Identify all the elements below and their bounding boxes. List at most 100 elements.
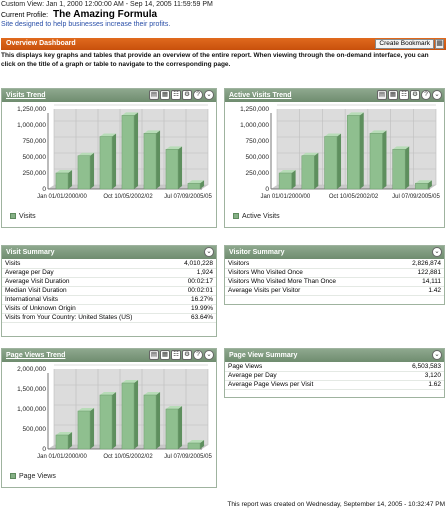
row-label: Visitors Who Visited Once: [225, 268, 393, 278]
bar-top: [165, 146, 183, 150]
bar-top: [121, 112, 139, 116]
bar-chart-icon[interactable]: ▤: [377, 90, 387, 100]
visits-trend-title[interactable]: Visits Trend: [6, 92, 46, 99]
page-views-trend-title[interactable]: Page Views Trend: [6, 352, 66, 359]
settings-icon[interactable]: ⚙: [410, 90, 420, 100]
active-visits-trend-title[interactable]: Active Visits Trend: [229, 92, 292, 99]
row-value: 3,120: [383, 371, 444, 381]
bar-side: [427, 180, 432, 189]
bar-top: [301, 152, 319, 156]
dashboard-description: This displays key graphs and tables that…: [1, 52, 429, 68]
settings-icon[interactable]: ⚙: [182, 350, 192, 360]
bar-side: [178, 406, 183, 449]
page-view-summary-panel: Page View Summary ⌄ Page Views 6,503,583 A…: [224, 348, 445, 398]
create-bookmark-button[interactable]: Create Bookmark: [375, 39, 434, 49]
row-label: Median Visit Duration: [2, 286, 172, 296]
table-row: Median Visit Duration 00:02:01: [2, 286, 216, 296]
collapse-icon[interactable]: ⌄: [432, 247, 442, 257]
y-tick-label: 1,000,000: [240, 122, 269, 129]
table-row: International Visits 16.27%: [2, 295, 216, 305]
collapse-icon[interactable]: ⌄: [204, 350, 214, 360]
bar: [165, 408, 179, 450]
legend-swatch: [233, 213, 239, 219]
x-tick-label: Jul 07/09/2005/05: [392, 194, 440, 200]
table-icon[interactable]: ▦: [160, 350, 170, 360]
row-value: 00:02:17: [171, 277, 216, 287]
bar-top: [392, 146, 410, 150]
bar-top: [415, 180, 432, 184]
bar-side: [112, 133, 117, 189]
y-tick-label: 500,000: [23, 154, 47, 161]
settings-icon[interactable]: ⚙: [182, 90, 192, 100]
legend-swatch: [10, 213, 16, 219]
active-visits-trend-panel: Active Visits Trend ▤ ▦ ☷ ⚙ ? ⌄ 0 250,000…: [224, 88, 445, 228]
export-icon[interactable]: ☷: [399, 90, 409, 100]
bar: [55, 172, 69, 190]
table-row: Average Page Views per Visit 1.62: [225, 380, 444, 390]
visits-chart[interactable]: 0 250,000 500,000 750,000 1,000,000 1,250,000…: [2, 103, 216, 213]
panel-header: Visits Trend ▤ ▦ ☷ ⚙ ? ⌄: [2, 89, 216, 102]
bookmark-icon[interactable]: ▦: [435, 39, 444, 49]
bar: [187, 182, 201, 190]
bar-top: [279, 170, 296, 173]
profile-label: Current Profile:: [1, 12, 49, 19]
row-label: Average Visits per Visitor: [225, 286, 393, 296]
bar: [187, 442, 201, 450]
bar: [324, 136, 338, 190]
table-row: Average per Day 1,924: [2, 268, 216, 278]
row-value: 1.62: [383, 380, 444, 390]
bar-chart-icon[interactable]: ▤: [149, 350, 159, 360]
collapse-icon[interactable]: ⌄: [432, 90, 442, 100]
x-tick-label: Oct 10/05/2002/02: [103, 454, 153, 460]
bar-side: [68, 170, 73, 189]
panel-header: Page Views Trend ▤ ▦ ☷ ⚙ ? ⌄: [2, 349, 216, 362]
page-views-chart[interactable]: 0 500,000 1,000,000 1,500,000 2,000,000 Jan 0…: [2, 363, 216, 473]
bar-side: [359, 112, 364, 189]
row-label: Visitors Who Visited More Than Once: [225, 277, 393, 287]
bar-side: [314, 152, 319, 189]
help-icon[interactable]: ?: [421, 90, 431, 100]
help-icon[interactable]: ?: [193, 90, 203, 100]
table-icon[interactable]: ▦: [388, 90, 398, 100]
export-icon[interactable]: ☷: [171, 90, 181, 100]
y-tick-label: 2,000,000: [17, 366, 46, 373]
collapse-icon[interactable]: ⌄: [204, 247, 214, 257]
bar-top: [369, 130, 387, 134]
current-profile: Current Profile: The Amazing Formula: [1, 9, 446, 20]
bar-top: [187, 440, 205, 443]
bar: [121, 115, 135, 190]
page-views-trend-panel: Page Views Trend ▤ ▦ ☷ ⚙ ? ⌄ 0 500,000 1,0…: [1, 348, 217, 488]
table-icon[interactable]: ▦: [160, 90, 170, 100]
bar: [392, 149, 406, 190]
legend-label: Active Visits: [242, 213, 280, 220]
row-label: Average Visit Duration: [2, 277, 172, 287]
help-icon[interactable]: ?: [193, 350, 203, 360]
row-value: 1,924: [171, 268, 216, 278]
bar-top: [55, 170, 73, 173]
bar-top: [121, 380, 139, 383]
row-label: Visits from Your Country: United States …: [2, 313, 172, 323]
export-icon[interactable]: ☷: [171, 350, 181, 360]
report-header: Custom View: Jan 1, 2000 12:00:00 AM - S…: [1, 0, 446, 29]
visitor-summary-table: Visitors 2,826,874 Visitors Who Visited On…: [225, 259, 444, 296]
y-tick-label: 1,000,000: [17, 406, 46, 413]
table-row: Visits of Unknown Origin 19.99%: [2, 304, 216, 314]
y-tick-label: 1,500,000: [17, 386, 46, 393]
bar-top: [99, 392, 117, 395]
visit-summary-panel: Visit Summary ⌄ Visits 4,010,228 Average p…: [1, 245, 217, 337]
bar-chart-icon[interactable]: ▤: [149, 90, 159, 100]
table-row: Visits from Your Country: United States …: [2, 313, 216, 323]
y-tick-label: 0: [42, 446, 46, 453]
table-row: Visitors Who Visited More Than Once 14,11…: [225, 277, 444, 287]
bar-top: [165, 406, 183, 409]
bar-top: [143, 392, 161, 395]
active-visits-chart[interactable]: 0 250,000 500,000 750,000 1,000,000 1,250,000…: [225, 103, 444, 213]
collapse-icon[interactable]: ⌄: [204, 90, 214, 100]
collapse-icon[interactable]: ⌄: [432, 350, 442, 360]
x-tick-label: Jan 01/01/2000/00: [37, 454, 87, 460]
row-value: 4,010,228: [171, 259, 216, 269]
y-tick-label: 500,000: [23, 426, 47, 433]
bar: [301, 155, 315, 190]
bar-side: [200, 180, 205, 189]
y-tick-label: 0: [42, 186, 46, 193]
